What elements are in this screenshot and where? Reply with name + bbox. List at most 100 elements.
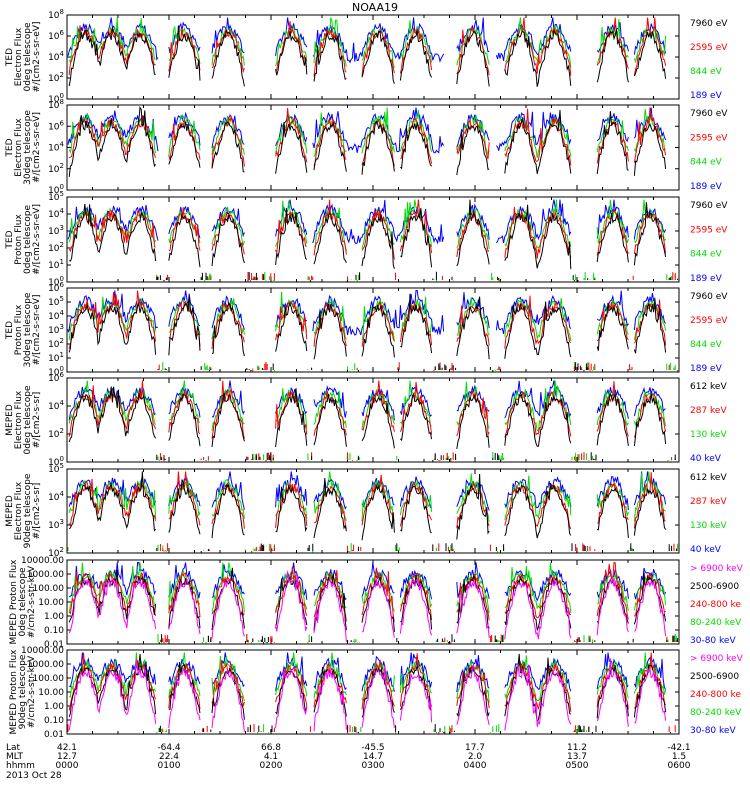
y-tick-label: 100.00 — [33, 674, 65, 684]
y-axis-label: 0deg telescope — [23, 22, 33, 92]
y-axis-label: 90deg telescope — [18, 654, 28, 729]
series-red-trace — [68, 471, 675, 553]
legend-entry: 30-80 keV — [690, 726, 736, 736]
y-tick-label: 104 — [48, 490, 64, 503]
x-tick-label-mlt: 4.1 — [264, 752, 278, 762]
x-tick-label-hhmm: 0200 — [260, 761, 283, 771]
y-tick-label: 103 — [48, 224, 64, 237]
panel-frame — [66, 649, 680, 735]
chart-title: NOAA19 — [352, 1, 398, 14]
y-axis-label: TED — [5, 138, 15, 157]
legend-entry: 612 keV — [690, 473, 727, 483]
x-tick-label-hhmm: 0400 — [464, 761, 487, 771]
x-tick-label-lat: 42.1 — [57, 743, 77, 753]
y-tick-label: 102 — [48, 241, 64, 254]
series-green-trace — [68, 107, 666, 158]
y-axis-label: #/cm2-s-str-keV — [27, 655, 37, 728]
y-axis-label: #/[cm2-s-sr-eV] — [32, 22, 42, 93]
y-tick-label: 102 — [48, 337, 64, 350]
y-axis-label: Electron Flux — [14, 118, 24, 177]
x-tick-label-hhmm: 0500 — [566, 761, 589, 771]
legend-entry: 7960 eV — [690, 109, 728, 119]
y-axis-label: Proton Flux — [14, 304, 24, 355]
x-tick-label-mlt: 22.4 — [159, 752, 179, 762]
series-green-trace — [68, 380, 673, 462]
y-axis-label: 0deg telescope — [23, 205, 33, 275]
series-black-trace — [68, 106, 667, 177]
series-green-trace — [68, 562, 677, 644]
legend-entry: 40 keV — [690, 545, 722, 555]
x-tick-label-lat: 17.7 — [465, 743, 485, 753]
y-tick-label: 103 — [48, 518, 64, 531]
axis-row-label: MLT — [6, 752, 24, 762]
legend-entry: 189 eV — [690, 182, 723, 192]
axis-row-label: hhmm — [6, 761, 35, 771]
x-tick-label-mlt: 2.0 — [468, 752, 483, 762]
y-tick-label: 104 — [48, 207, 64, 220]
y-axis-label: TED — [5, 230, 15, 249]
series-black-trace — [68, 471, 677, 553]
series-black-trace — [68, 386, 677, 462]
y-tick-label: 103 — [48, 323, 64, 336]
x-tick-label-hhmm: 0100 — [158, 761, 181, 771]
panel-frame — [66, 14, 680, 100]
y-axis-label: 0deg telescope — [23, 385, 33, 455]
series-blue-trace — [67, 199, 667, 245]
panel-7: 0.01 0.10 1.00 10.00 100.00 1000.00 10000.00ME… — [9, 556, 744, 650]
legend-entry: 189 eV — [690, 364, 723, 374]
y-tick-label: 104 — [48, 399, 64, 412]
legend-entry: 2500-6900 — [690, 582, 739, 592]
y-axis-label: #/[cm2-s-sr-eV] — [32, 295, 42, 366]
x-tick-label-lat: 66.8 — [261, 743, 281, 753]
legend-entry: 7960 eV — [690, 201, 728, 211]
panel-frame — [66, 196, 680, 283]
axis-row-label: Lat — [6, 743, 21, 753]
date-label: 2013 Oct 28 — [6, 771, 62, 781]
y-axis-label: Proton Flux — [14, 214, 24, 265]
y-tick-label: 1000.00 — [27, 660, 64, 670]
legend-entry: 2595 eV — [690, 316, 728, 326]
series-black-trace — [68, 293, 667, 372]
series-red-trace — [68, 107, 667, 167]
y-axis-label: MEPED Proton Flux — [9, 649, 19, 735]
x-tick-label-lat: -64.4 — [157, 743, 181, 753]
legend-entry: 287 keV — [690, 497, 727, 507]
y-axis-label: MEPED — [5, 404, 15, 436]
legend-entry: 130 keV — [690, 521, 727, 531]
y-axis-label: #/[cm2-s-sr] — [32, 392, 42, 449]
y-tick-label: 102 — [48, 162, 64, 175]
x-tick-label-mlt: 1.5 — [672, 752, 686, 762]
y-tick-label: 10000.00 — [21, 646, 64, 656]
y-axis-label: 90deg telescope — [23, 473, 33, 548]
legend-entry: 40 keV — [690, 454, 722, 464]
legend-entry: 287 keV — [690, 406, 727, 416]
series-red-trace — [68, 290, 679, 372]
y-axis-label: #/[cm2-s-sr-eV] — [32, 112, 42, 183]
legend-entry: 844 eV — [690, 158, 723, 168]
series-red-trace — [68, 17, 667, 77]
legend-entry: 7960 eV — [690, 292, 728, 302]
y-tick-label: 1.00 — [44, 702, 64, 712]
x-tick-label-hhmm: 0300 — [362, 761, 385, 771]
legend-entry: 130 keV — [690, 430, 727, 440]
y-tick-label: 102 — [48, 427, 64, 440]
y-axis-label: #/cm2-s-str-keV — [27, 565, 37, 638]
y-axis-label: 0deg telescope — [18, 567, 28, 637]
y-tick-label: 101 — [48, 351, 64, 364]
series-blue-trace — [68, 380, 666, 421]
series-black-trace — [68, 567, 679, 644]
x-tick-label-hhmm: 0000 — [56, 761, 79, 771]
x-tick-label-lat: -42.1 — [667, 743, 690, 753]
series-black-trace — [68, 25, 667, 87]
y-tick-label: 0.10 — [44, 716, 64, 726]
y-tick-label: 106 — [48, 119, 64, 132]
legend-entry: 7960 eV — [690, 19, 728, 29]
legend-entry: 80-240 keV — [690, 708, 742, 718]
y-axis-label: MEPED Proton Flux — [9, 559, 19, 645]
x-tick-label-mlt: 13.7 — [567, 752, 587, 762]
